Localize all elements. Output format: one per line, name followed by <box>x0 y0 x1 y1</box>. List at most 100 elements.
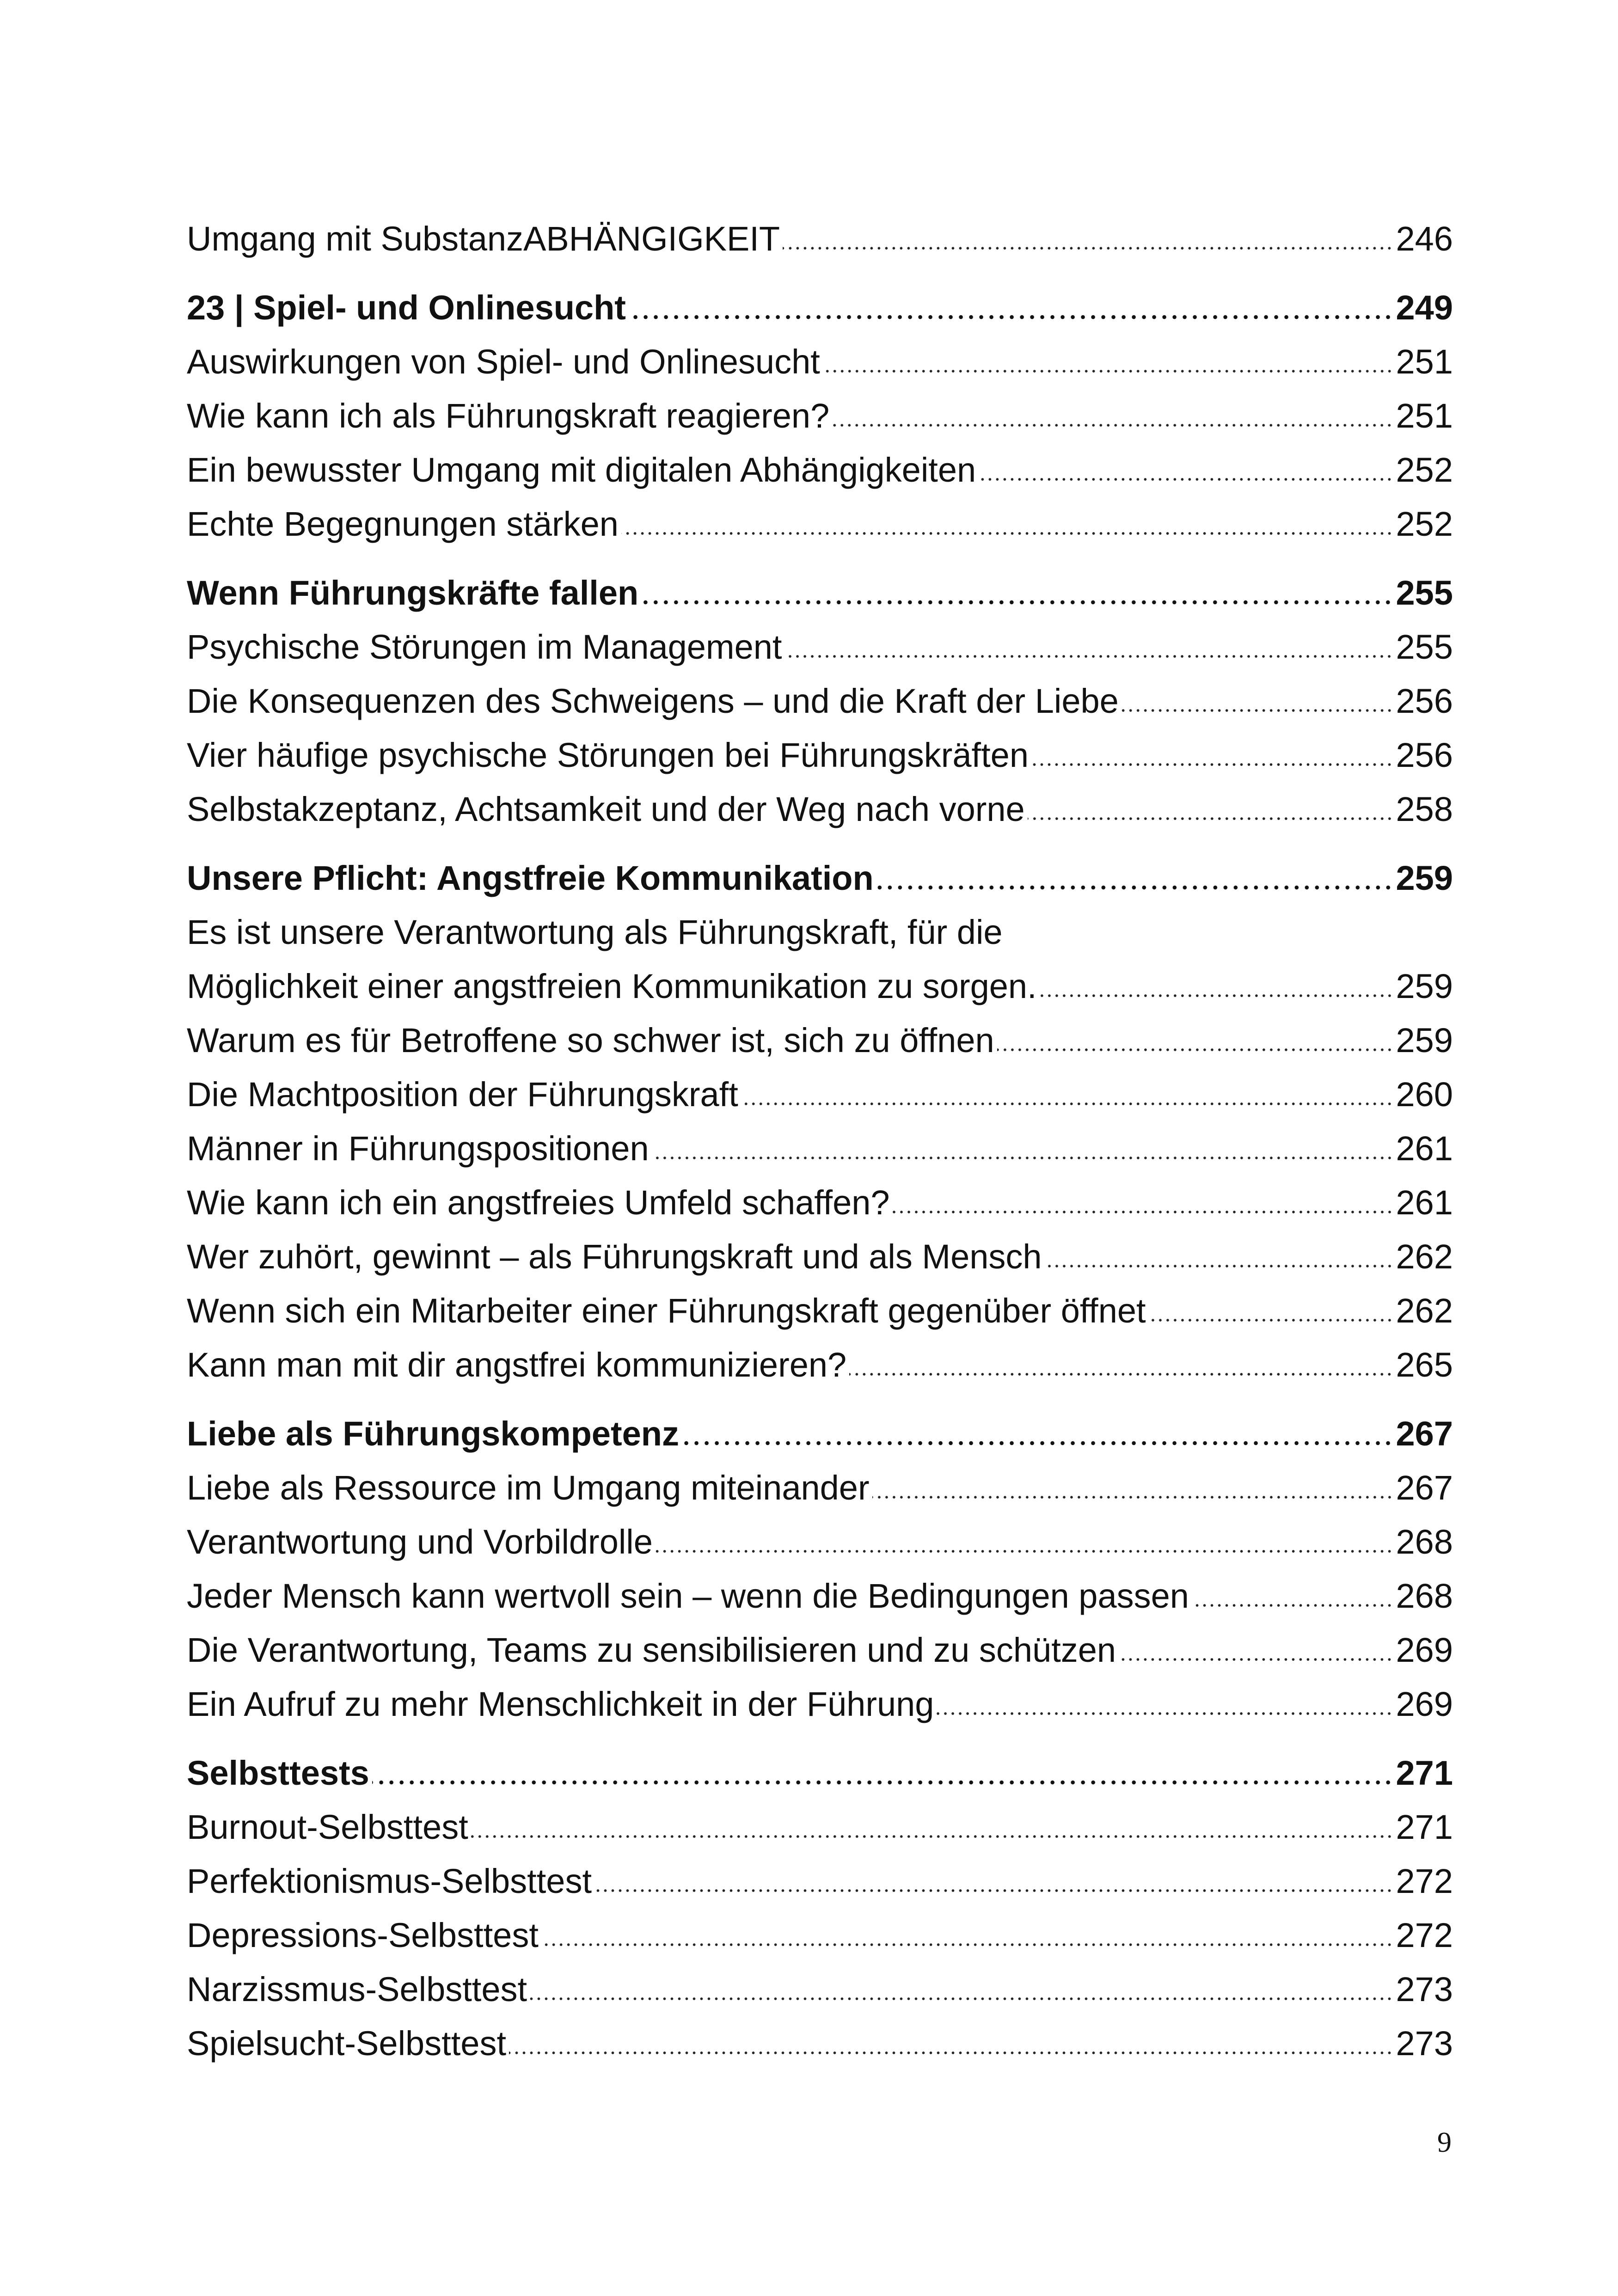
entry-title: Wie kann ich als Führungskraft reagieren… <box>187 397 830 435</box>
dot-leader <box>783 246 1393 251</box>
entry-title: Wenn Führungskräfte fallen <box>187 574 639 612</box>
dot-leader <box>641 600 1393 605</box>
dot-leader <box>872 1495 1393 1500</box>
dot-leader <box>621 531 1393 536</box>
dot-leader <box>1044 1264 1393 1268</box>
dot-leader <box>849 1372 1393 1377</box>
toc-entry: Psychische Störungen im Management 255 <box>187 620 1453 674</box>
toc-entry: Die Verantwortung, Teams zu sensibilisie… <box>187 1623 1453 1677</box>
page-ref: 262 <box>1396 1237 1453 1276</box>
page-ref: 272 <box>1396 1862 1453 1900</box>
toc-entry: Ein Aufruf zu mehr Menschlichkeit in der… <box>187 1677 1453 1731</box>
dot-leader <box>1027 816 1393 821</box>
entry-title: Die Machtposition der Führungskraft <box>187 1075 738 1114</box>
entry-title: Umgang mit SubstanzABHÄNGIGKEIT <box>187 220 780 258</box>
dot-leader <box>822 369 1393 373</box>
page-ref: 251 <box>1396 397 1453 435</box>
page-ref: 249 <box>1396 288 1453 327</box>
entry-title: Warum es für Betroffene so schwer ist, s… <box>187 1021 994 1059</box>
toc-section: Wenn Führungskräfte fallen 255 Psychische … <box>187 566 1453 836</box>
entry-title: Wer zuhört, gewinnt – als Führungskraft … <box>187 1237 1042 1276</box>
dot-leader <box>832 423 1393 428</box>
entry-title: Vier häufige psychische Störungen bei Fü… <box>187 736 1029 774</box>
page-ref: 268 <box>1396 1577 1453 1615</box>
entry-title: Die Verantwortung, Teams zu sensibilisie… <box>187 1631 1116 1669</box>
section-heading: 23 | Spiel- und Onlinesucht 249 <box>187 281 1453 335</box>
toc-entry: Wer zuhört, gewinnt – als Führungskraft … <box>187 1230 1453 1284</box>
dot-leader <box>1148 1318 1393 1322</box>
dot-leader <box>594 1888 1393 1893</box>
page-ref: 268 <box>1396 1523 1453 1561</box>
dot-leader <box>628 315 1393 319</box>
section-heading: Unsere Pflicht: Angstfreie Kommunikation… <box>187 851 1453 905</box>
toc-section: 23 | Spiel- und Onlinesucht 249 Auswirkung… <box>187 281 1453 551</box>
dot-leader <box>655 1549 1393 1554</box>
page-ref: 271 <box>1396 1754 1453 1792</box>
page-ref: 272 <box>1396 1916 1453 1954</box>
entry-title: Perfektionismus-Selbsttest <box>187 1862 592 1900</box>
page-ref: 246 <box>1396 220 1453 258</box>
page-number: 9 <box>1437 2127 1452 2158</box>
dot-leader <box>509 2051 1393 2055</box>
dot-leader <box>372 1780 1393 1785</box>
page-ref: 251 <box>1396 343 1453 381</box>
toc-entry: Jeder Mensch kann wertvoll sein – wenn d… <box>187 1569 1453 1623</box>
dot-leader <box>1121 708 1393 713</box>
dot-leader <box>997 1047 1393 1052</box>
entry-title: Burnout-Selbsttest <box>187 1808 468 1846</box>
page-ref: 259 <box>1396 859 1453 897</box>
dot-leader <box>741 1102 1393 1106</box>
toc-entry: Wenn sich ein Mitarbeiter einer Führungs… <box>187 1284 1453 1338</box>
section-heading: Selbsttests 271 <box>187 1746 1453 1800</box>
entry-title: 23 | Spiel- und Onlinesucht <box>187 288 626 327</box>
page-ref: 269 <box>1396 1685 1453 1723</box>
toc-entry: Narzissmus-Selbsttest 273 <box>187 1962 1453 2016</box>
page-ref: 267 <box>1396 1414 1453 1453</box>
entry-title: Ein bewusster Umgang mit digitalen Abhän… <box>187 451 976 489</box>
entry-title: Unsere Pflicht: Angstfreie Kommunikation <box>187 859 874 897</box>
section-heading: Wenn Führungskräfte fallen 255 <box>187 566 1453 620</box>
page-ref: 256 <box>1396 682 1453 720</box>
toc-entry: Perfektionismus-Selbsttest 272 <box>187 1854 1453 1908</box>
toc-entry: Verantwortung und Vorbildrolle 268 <box>187 1515 1453 1569</box>
page-ref: 260 <box>1396 1075 1453 1114</box>
toc-entry: Die Machtposition der Führungskraft 260 <box>187 1067 1453 1121</box>
toc-entry: Liebe als Ressource im Umgang miteinande… <box>187 1461 1453 1515</box>
dot-leader <box>471 1834 1393 1839</box>
toc-entry: Selbstakzeptanz, Achtsamkeit und der Weg… <box>187 782 1453 836</box>
toc-entry: Burnout-Selbsttest 271 <box>187 1800 1453 1854</box>
page-ref: 255 <box>1396 574 1453 612</box>
dot-leader <box>784 654 1393 659</box>
toc-entry: Möglichkeit einer angstfreien Kommunikat… <box>187 959 1453 1013</box>
entry-title: Wenn sich ein Mitarbeiter einer Führungs… <box>187 1292 1146 1330</box>
page-ref: 255 <box>1396 628 1453 666</box>
entry-title: Kann man mit dir angstfrei kommunizieren… <box>187 1346 847 1384</box>
page-ref: 252 <box>1396 505 1453 543</box>
page-ref: 269 <box>1396 1631 1453 1669</box>
entry-title: Psychische Störungen im Management <box>187 628 782 666</box>
dot-leader <box>1119 1657 1393 1662</box>
toc-section: Unsere Pflicht: Angstfreie Kommunikation… <box>187 851 1453 1392</box>
page-ref: 262 <box>1396 1292 1453 1330</box>
entry-title: Selbstakzeptanz, Achtsamkeit und der Weg… <box>187 790 1025 828</box>
toc-entry: Umgang mit SubstanzABHÄNGIGKEIT 246 <box>187 212 1453 266</box>
entry-title: Männer in Führungspositionen <box>187 1129 649 1168</box>
entry-title: Auswirkungen von Spiel- und Onlinesucht <box>187 343 820 381</box>
dot-leader <box>541 1942 1393 1947</box>
dot-leader <box>1191 1603 1393 1608</box>
dot-leader <box>876 885 1393 890</box>
toc-entry: Echte Begegnungen stärken 252 <box>187 497 1453 551</box>
entry-title: Echte Begegnungen stärken <box>187 505 619 543</box>
toc-entry: Depressions-Selbsttest 272 <box>187 1908 1453 1962</box>
entry-title: Selbsttests <box>187 1754 369 1792</box>
page-ref: 252 <box>1396 451 1453 489</box>
toc-entry: Wie kann ich als Führungskraft reagieren… <box>187 389 1453 443</box>
toc-entry: Männer in Führungspositionen 261 <box>187 1121 1453 1176</box>
section-heading: Liebe als Führungskompetenz 267 <box>187 1407 1453 1461</box>
page-ref: 273 <box>1396 2024 1453 2063</box>
toc-entry: Auswirkungen von Spiel- und Onlinesucht 2… <box>187 335 1453 389</box>
entry-title: Liebe als Führungskompetenz <box>187 1414 679 1453</box>
page-ref: 256 <box>1396 736 1453 774</box>
entry-title: Jeder Mensch kann wertvoll sein – wenn d… <box>187 1577 1189 1615</box>
